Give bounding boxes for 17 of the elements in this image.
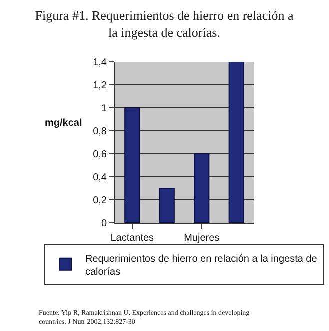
y-axis-title: mg/kcal bbox=[45, 118, 82, 129]
bar bbox=[159, 188, 175, 223]
x-tick-label: Mujeres bbox=[184, 233, 220, 244]
y-tick-label: 0,6 bbox=[93, 150, 108, 160]
y-tick-label: 1 bbox=[101, 104, 108, 114]
legend-label: Requerimientos de hierro en relación a la ingesta de calorías bbox=[86, 254, 318, 278]
y-tick-label: 0 bbox=[101, 218, 108, 230]
y-tick-label: 0,4 bbox=[93, 172, 108, 184]
chart-title: Figura #1. Requerimientos de hierro en relación a la ingesta de calorías. bbox=[35, 8, 294, 40]
bar bbox=[228, 62, 244, 223]
x-tick-label: Lactantes bbox=[110, 233, 154, 244]
y-tick-label: 1,2 bbox=[93, 80, 108, 92]
y-tick-label: 0,8 bbox=[93, 126, 108, 138]
bar bbox=[124, 108, 140, 223]
y-tick-label: 1,4 bbox=[93, 58, 108, 68]
bar bbox=[194, 154, 210, 223]
y-tick-label: 0,2 bbox=[93, 196, 108, 206]
